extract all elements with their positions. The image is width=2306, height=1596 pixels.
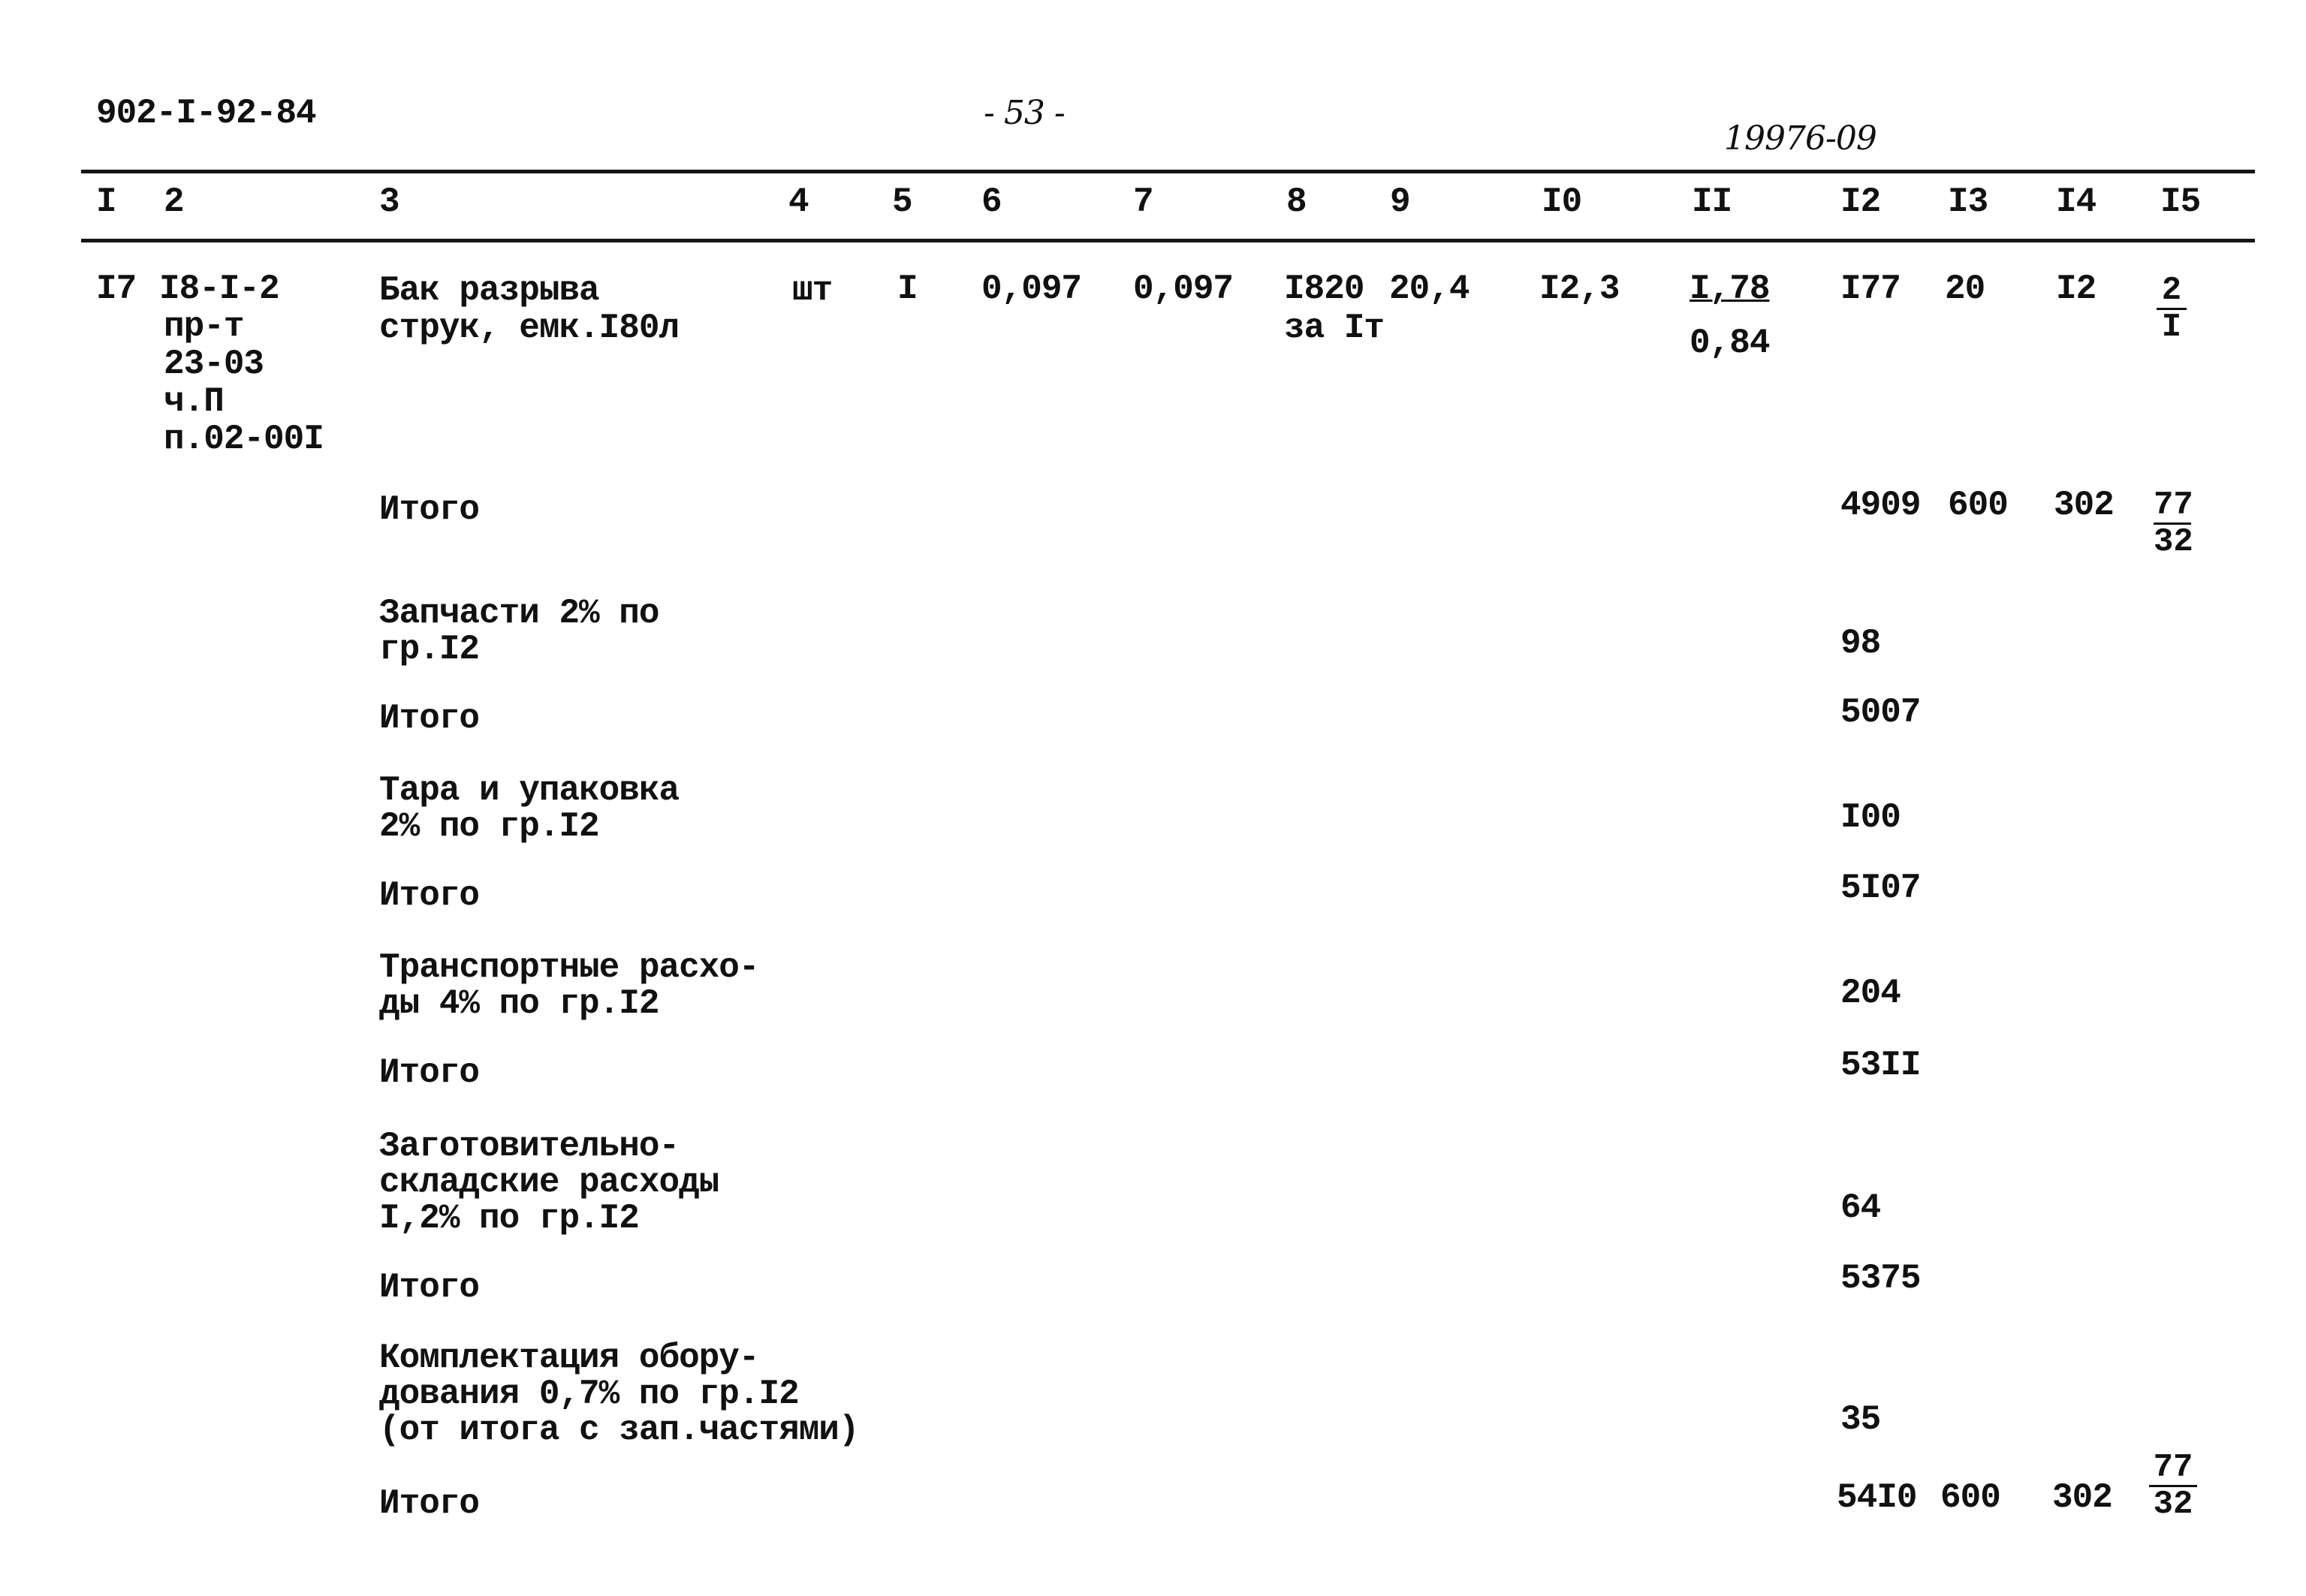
fraction-numerator: 2 [2157,273,2187,310]
item-col12: I77 [1840,270,1901,309]
summary-col12: I00 [1840,798,1901,837]
item-code-line: I8-I-2 [159,270,280,309]
summary-label: Комплектация обору- [379,1339,759,1378]
item-code-line: пр-т [164,307,244,346]
col-header-5: 5 [892,182,913,221]
item-col15-fraction: 2 I [2157,273,2187,345]
summary-col15-fraction: 77 32 [2149,1450,2197,1522]
summary-label: I,2% по гр.I2 [379,1199,640,1238]
item-col8: I820 [1284,270,1364,309]
fraction-denominator: 32 [2153,1486,2193,1523]
summary-col14: 302 [2054,486,2115,525]
summary-label: Итого [379,1268,480,1307]
col-header-7: 7 [1133,182,1154,221]
summary-label: Итого [379,490,480,529]
item-code-line: п.02-00I [164,420,324,459]
summary-label: Транспортные расхо- [379,948,759,987]
item-number: I7 [96,270,137,309]
table-header-rule [81,239,2255,242]
col-header-11: II [1692,182,1732,221]
summary-col12: 5007 [1840,693,1921,732]
summary-label: Итого [379,699,480,738]
summary-label: Итого [379,876,480,915]
col-header-1: I [96,182,117,221]
summary-label: 2% по гр.I2 [379,807,600,846]
col-header-3: 3 [379,182,400,221]
item-unit: шт [792,271,833,310]
summary-label: гр.I2 [379,630,480,669]
col-header-15: I5 [2160,182,2201,221]
inventory-number: 19976-09 [1724,119,1877,158]
col-header-14: I4 [2056,182,2097,221]
summary-label: Заготовительно- [379,1127,680,1166]
col-header-10: I0 [1542,182,1582,221]
item-col8-note: за Iт [1284,309,1385,348]
item-code-line: 23-03 [164,345,264,384]
item-col9: 20,4 [1389,270,1470,309]
item-col14: I2 [2056,270,2097,309]
summary-label: Тара и упаковка [379,771,680,810]
summary-col12: 5375 [1840,1259,1921,1298]
summary-label: дования 0,7% по гр.I2 [379,1375,800,1414]
item-col6: 0,097 [981,270,1082,309]
item-name-line: Бак разрыва [379,271,600,310]
summary-label: (от итога с зап.частями) [379,1411,860,1450]
summary-label: ды 4% по гр.I2 [379,984,659,1023]
page-number: - 53 - [984,94,1066,132]
summary-label: Итого [379,1053,480,1092]
summary-col12: 54I0 [1837,1478,1917,1517]
item-col13: 20 [1945,270,1985,309]
summary-col12: 53II [1840,1046,1921,1085]
item-col10: I2,3 [1539,270,1620,309]
summary-col12: 35 [1840,1400,1881,1439]
summary-label: Запчасти 2% по [379,594,659,633]
col-header-2: 2 [164,182,185,221]
item-col7: 0,097 [1133,270,1234,309]
item-qty: I [897,270,918,309]
summary-col12: 64 [1840,1188,1881,1227]
item-code-line: ч.П [164,382,225,421]
item-col11-bottom: 0,84 [1690,324,1770,363]
col-header-12: I2 [1840,182,1881,221]
summary-col12: 204 [1840,974,1901,1013]
fraction-denominator: 32 [2154,523,2193,561]
summary-col13: 600 [1948,486,2009,525]
col-header-8: 8 [1286,182,1307,221]
col-header-9: 9 [1390,182,1411,221]
col-header-6: 6 [981,182,1002,221]
fraction-denominator: I [2161,309,2182,346]
item-name-line: струк, емк.I80л [379,309,680,348]
summary-label: Итого [379,1484,480,1523]
col-header-4: 4 [788,182,809,221]
summary-col13: 600 [1940,1478,2001,1517]
summary-col15-fraction: 77 32 [2154,486,2193,561]
summary-col14: 302 [2052,1478,2113,1517]
fraction-numerator: 77 [2149,1450,2197,1487]
summary-label: складские расходы [379,1163,719,1202]
table-top-rule [81,170,2255,173]
summary-col12: 5I07 [1840,869,1921,908]
fraction-numerator: 77 [2154,486,2193,525]
doc-code: 902-I-92-84 [96,94,317,133]
col-header-13: I3 [1948,182,1988,221]
summary-col12: 4909 [1840,486,1921,525]
item-col11-top: I,78 [1690,270,1770,309]
summary-col12: 98 [1840,624,1881,663]
